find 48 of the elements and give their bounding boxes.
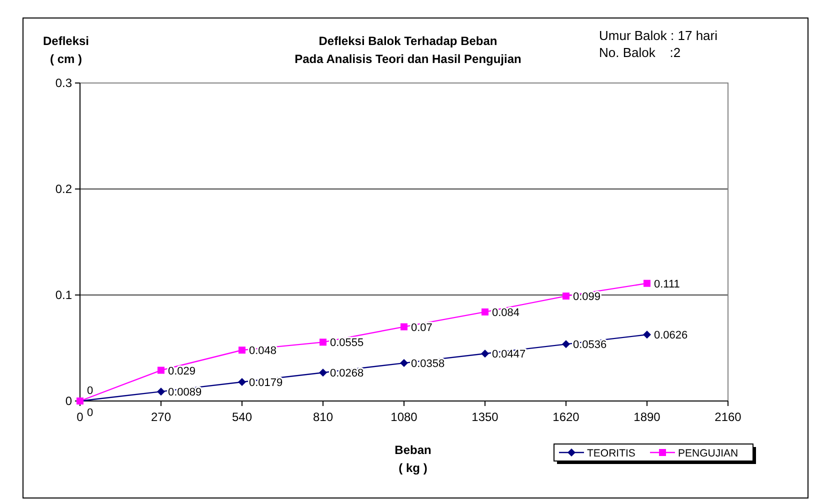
x-tick-label: 810 bbox=[312, 410, 334, 424]
data-label: 0.07 bbox=[411, 322, 432, 334]
x-tick-label: 2160 bbox=[714, 410, 742, 424]
point bbox=[238, 346, 246, 354]
chart-title: Defleksi Balok Terhadap Beban Pada Analisis Teori dan Hasil Pengujian bbox=[294, 34, 522, 66]
point bbox=[238, 378, 246, 386]
data-label: 0.0555 bbox=[330, 337, 364, 350]
data-label: 0 bbox=[87, 385, 94, 397]
data-label: 0.029 bbox=[168, 365, 196, 378]
data-label: 0.0179 bbox=[249, 377, 283, 390]
data-label: 0.0536 bbox=[573, 339, 607, 352]
data-label: 0.0447 bbox=[492, 348, 526, 361]
point bbox=[320, 338, 326, 346]
legend-label: PENGUJIAN bbox=[678, 448, 738, 460]
point bbox=[562, 292, 570, 300]
y-tick-label: 0.1 bbox=[55, 288, 72, 302]
x-tick-label: 1620 bbox=[552, 410, 580, 424]
legend-label: TEORITIS bbox=[587, 448, 636, 460]
point bbox=[400, 359, 408, 368]
x-tick-label: 1350 bbox=[472, 410, 499, 424]
point bbox=[400, 323, 408, 330]
x-axis-title: Beban ( kg ) bbox=[394, 443, 432, 475]
data-label: 0.0626 bbox=[654, 330, 688, 342]
y-tick-label: 0.2 bbox=[55, 182, 72, 196]
point bbox=[644, 280, 650, 287]
data-label: 0.0089 bbox=[168, 386, 202, 399]
point bbox=[158, 366, 164, 374]
data-label: 0.084 bbox=[492, 306, 520, 319]
y-tick-label: 0 bbox=[65, 394, 72, 408]
point bbox=[643, 330, 651, 339]
x-tick-label: 1080 bbox=[390, 410, 418, 424]
data-label: 0.0268 bbox=[330, 368, 364, 380]
point bbox=[482, 308, 488, 316]
x-tick-label: 270 bbox=[150, 410, 172, 424]
x-tick-label: 0 bbox=[76, 410, 84, 424]
x-tick-label: 1890 bbox=[634, 410, 661, 424]
data-label: 0.0358 bbox=[411, 358, 445, 370]
point bbox=[319, 368, 327, 377]
y-tick-label: 0.3 bbox=[55, 76, 72, 90]
point bbox=[481, 350, 489, 358]
data-label: 0.111 bbox=[654, 278, 680, 290]
text: Umur Balok : 17 hari bbox=[599, 28, 718, 43]
x-tick-label: 540 bbox=[232, 410, 252, 424]
text: No. Balok :2 bbox=[599, 45, 681, 60]
data-label: 0.048 bbox=[249, 345, 277, 358]
point bbox=[157, 388, 165, 396]
point bbox=[562, 340, 570, 348]
y-axis-title: Defleksi ( cm ) bbox=[42, 34, 90, 66]
